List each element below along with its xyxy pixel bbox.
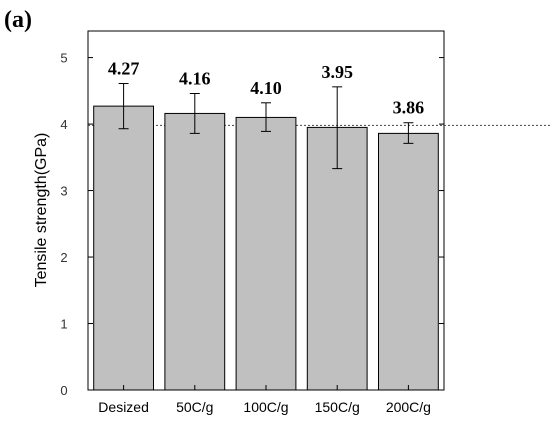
bar bbox=[164, 112, 226, 391]
data-label: 3.95 bbox=[321, 62, 353, 82]
y-tick-label: 2 bbox=[60, 250, 67, 265]
data-label: 4.10 bbox=[250, 78, 282, 98]
panel-label: (a) bbox=[4, 7, 32, 33]
x-tick-label: 100C/g bbox=[243, 399, 288, 415]
y-tick-label: 3 bbox=[60, 184, 67, 199]
bar bbox=[306, 126, 368, 391]
data-label: 3.86 bbox=[393, 98, 425, 118]
y-axis-label: Tensile strength(GPa) bbox=[33, 133, 50, 288]
y-tick-label: 5 bbox=[60, 51, 67, 66]
y-tick-label: 0 bbox=[60, 383, 67, 398]
x-tick-label: 150C/g bbox=[315, 399, 360, 415]
y-tick-label: 4 bbox=[60, 117, 67, 132]
x-tick-label: 200C/g bbox=[386, 399, 431, 415]
bars bbox=[93, 105, 439, 391]
x-tick-label: Desized bbox=[98, 399, 149, 415]
data-label: 4.16 bbox=[179, 68, 211, 88]
error-bars bbox=[118, 83, 414, 170]
x-axis: Desized 50C/g 100C/g 150C/g 200C/g bbox=[98, 385, 431, 415]
x-tick-label: 50C/g bbox=[176, 399, 213, 415]
bar bbox=[93, 105, 155, 391]
y-axis: 0 1 2 3 4 5 bbox=[60, 51, 444, 398]
data-labels: 4.27 4.16 4.10 3.95 3.86 bbox=[108, 59, 424, 118]
y-tick-label: 1 bbox=[60, 317, 67, 332]
bar bbox=[377, 132, 439, 391]
bar bbox=[235, 116, 297, 391]
data-label: 4.27 bbox=[108, 59, 140, 79]
